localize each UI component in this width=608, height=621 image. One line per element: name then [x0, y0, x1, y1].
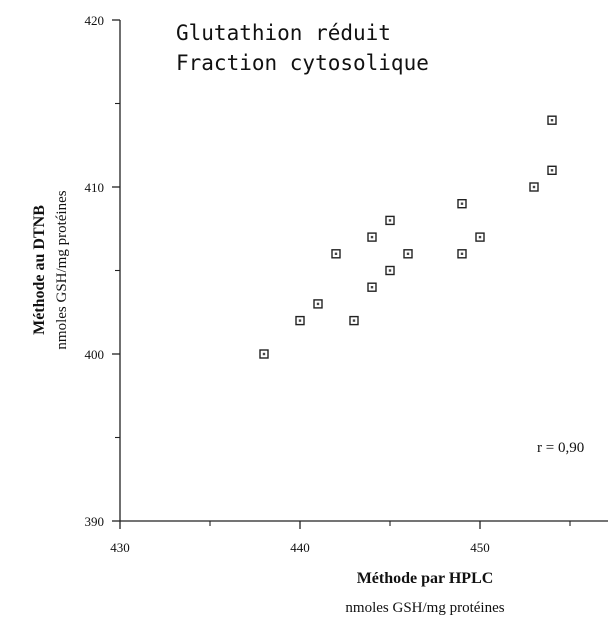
data-point	[547, 165, 557, 176]
x-tick-label: 430	[110, 540, 130, 555]
y-tick-label: 390	[85, 514, 105, 529]
data-point	[385, 265, 395, 276]
data-point	[547, 115, 557, 125]
x-tick-label: 450	[470, 540, 490, 555]
data-point	[529, 182, 539, 192]
x-axis-label: Méthode par HPLC	[357, 570, 494, 587]
y-axis-unit: nmoles GSH/mg protéines	[54, 190, 70, 349]
data-point	[331, 249, 341, 259]
x-axis-unit: nmoles GSH/mg protéines	[345, 600, 504, 616]
data-point	[475, 232, 485, 242]
x-tick-label: 440	[290, 540, 310, 555]
data-point	[295, 315, 305, 326]
data-point	[367, 232, 377, 242]
correlation-annotation: r = 0,90	[537, 440, 584, 456]
data-points	[259, 115, 557, 359]
data-point	[403, 249, 413, 259]
axis-tick-labels: 390 400 410 420 430 440 450	[85, 13, 490, 555]
data-point	[349, 315, 359, 326]
axis-ticks	[112, 19, 571, 529]
data-point	[259, 349, 269, 359]
chart-subtitle: Fraction cytosolique	[176, 51, 429, 75]
data-point	[457, 249, 467, 259]
y-axis-label: Méthode au DTNB	[31, 205, 48, 335]
y-tick-label: 420	[85, 13, 105, 28]
y-tick-label: 400	[85, 347, 105, 362]
y-tick-label: 410	[85, 180, 105, 195]
data-point	[313, 299, 323, 309]
data-point	[457, 198, 467, 209]
data-point	[367, 282, 377, 292]
data-point	[385, 215, 395, 226]
chart-title: Glutathion réduit	[176, 21, 391, 45]
